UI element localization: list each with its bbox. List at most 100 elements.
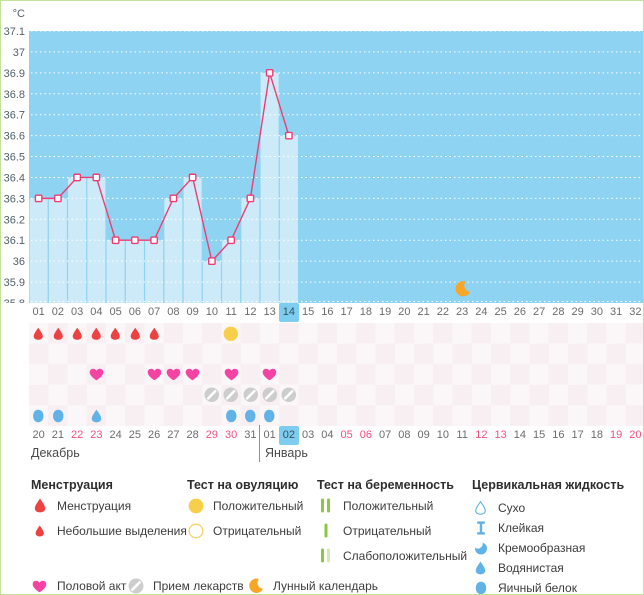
legend-label: Клейкая: [498, 521, 545, 535]
cycle-day-06[interactable]: 06: [128, 306, 141, 318]
calendar-date-01[interactable]: 01: [263, 429, 276, 441]
calendar-date-07[interactable]: 07: [379, 429, 392, 441]
calendar-date-14[interactable]: 14: [513, 429, 526, 441]
calendar-date-23[interactable]: 23: [90, 429, 103, 441]
legend-item: Небольшие выделения: [31, 518, 187, 543]
cycle-day-14-current[interactable]: 14: [279, 303, 299, 322]
circle-yellow-outline-icon: [187, 523, 204, 539]
legend-section-ovulation-test: Тест на овуляцию Положительный Отрицатель…: [187, 478, 303, 543]
calendar-date-27[interactable]: 27: [167, 429, 180, 441]
cycle-day-19[interactable]: 19: [379, 306, 392, 318]
cycle-day-20[interactable]: 20: [398, 306, 411, 318]
legend-label: Сухо: [498, 501, 526, 515]
calendar-date-15[interactable]: 15: [533, 429, 546, 441]
calendar-date-04[interactable]: 04: [321, 429, 334, 441]
calendar-date-29[interactable]: 29: [205, 429, 218, 441]
calendar-date-22[interactable]: 22: [71, 429, 84, 441]
calendar-date-03[interactable]: 03: [302, 429, 315, 441]
lunar-calendar-moon-icon: [455, 281, 471, 297]
cycle-day-31[interactable]: 31: [610, 306, 623, 318]
cycle-day-27[interactable]: 27: [533, 306, 546, 318]
cycle-day-13[interactable]: 13: [263, 306, 276, 318]
svg-text:35.8: 35.8: [4, 298, 25, 303]
calendar-date-08[interactable]: 08: [398, 429, 411, 441]
cycle-day-18[interactable]: 18: [359, 306, 372, 318]
cycle-day-09[interactable]: 09: [186, 306, 199, 318]
menstruation-drop-icon: [130, 327, 141, 341]
calendar-date-09[interactable]: 09: [417, 429, 430, 441]
cycle-day-16[interactable]: 16: [321, 306, 334, 318]
cycle-day-30[interactable]: 30: [590, 306, 603, 318]
calendar-date-11[interactable]: 11: [456, 429, 468, 441]
intercourse-heart-icon: [224, 368, 239, 381]
legend-item-intercourse: Половой акт: [31, 578, 126, 594]
medication-pill-icon: [262, 387, 278, 403]
circle-yellow-icon: [187, 498, 204, 514]
cycle-day-21[interactable]: 21: [417, 306, 430, 318]
calendar-date-02-current[interactable]: 02: [279, 426, 299, 445]
calendar-date-30[interactable]: 30: [225, 429, 238, 441]
cycle-day-23[interactable]: 23: [456, 306, 469, 318]
cycle-day-12[interactable]: 12: [244, 306, 257, 318]
calendar-date-13[interactable]: 13: [494, 429, 507, 441]
calendar-date-17[interactable]: 17: [571, 429, 584, 441]
cf-sticky-icon: [472, 521, 489, 535]
cycle-day-03[interactable]: 03: [71, 306, 84, 318]
intercourse-heart-icon: [185, 368, 200, 381]
cycle-day-04[interactable]: 04: [90, 306, 103, 318]
legend-item: Сухо: [472, 498, 624, 518]
legend-label: Отрицательный: [213, 523, 302, 538]
legend-label: Небольшие выделения: [57, 523, 187, 538]
calendar-date-20[interactable]: 20: [629, 429, 642, 441]
cycle-day-28[interactable]: 28: [552, 306, 565, 318]
cycle-day-05[interactable]: 05: [109, 306, 122, 318]
cervical-fluid-egg-white-icon: [52, 409, 65, 423]
test-weak-bars-icon: [317, 548, 334, 563]
svg-text:35.9: 35.9: [4, 277, 25, 289]
svg-text:36.9: 36.9: [4, 68, 25, 80]
calendar-date-10[interactable]: 10: [436, 429, 449, 441]
calendar-date-06[interactable]: 06: [359, 429, 372, 441]
calendar-date-28[interactable]: 28: [186, 429, 199, 441]
cycle-day-10[interactable]: 10: [205, 306, 218, 318]
calendar-date-19[interactable]: 19: [610, 429, 623, 441]
svg-text:36.6: 36.6: [4, 131, 25, 143]
cycle-day-08[interactable]: 08: [167, 306, 180, 318]
cycle-day-32[interactable]: 32: [629, 306, 642, 318]
cycle-day-15[interactable]: 15: [302, 306, 315, 318]
calendar-date-31[interactable]: 31: [244, 429, 257, 441]
calendar-date-20[interactable]: 20: [32, 429, 45, 441]
cycle-day-02[interactable]: 02: [51, 306, 64, 318]
calendar-date-25[interactable]: 25: [128, 429, 141, 441]
calendar-date-16[interactable]: 16: [552, 429, 565, 441]
cycle-day-26[interactable]: 26: [513, 306, 526, 318]
drop-red-sm-icon: [31, 525, 48, 537]
cycle-day-11[interactable]: 11: [225, 306, 237, 318]
legend-label: Менструация: [57, 498, 132, 513]
cycle-day-07[interactable]: 07: [148, 306, 161, 318]
cycle-day-25[interactable]: 25: [494, 306, 507, 318]
calendar-date-12[interactable]: 12: [475, 429, 488, 441]
menstruation-drop-icon: [33, 327, 44, 341]
legend-label: Водянистая: [498, 561, 564, 575]
cf-creamy-icon: [472, 541, 489, 555]
svg-text:36.1: 36.1: [4, 235, 25, 247]
cycle-day-17[interactable]: 17: [340, 306, 353, 318]
legend-item: Положительный: [187, 493, 303, 518]
legend-label: Половой акт: [57, 579, 127, 593]
y-axis-labels: 37.1 37 36.9 36.8 36.7 36.6 36.5 36.4 36.3 36.2 36…: [4, 26, 25, 303]
medication-pill-icon: [281, 387, 297, 403]
heart-icon: [31, 580, 48, 593]
month-divider: [259, 425, 260, 462]
menstruation-drop-icon: [72, 327, 83, 341]
cycle-day-24[interactable]: 24: [475, 306, 488, 318]
calendar-date-24[interactable]: 24: [109, 429, 122, 441]
calendar-date-21[interactable]: 21: [51, 429, 64, 441]
calendar-date-05[interactable]: 05: [340, 429, 353, 441]
calendar-date-18[interactable]: 18: [590, 429, 603, 441]
cf-eggwhite-icon: [472, 581, 489, 594]
cycle-day-29[interactable]: 29: [571, 306, 584, 318]
cycle-day-01[interactable]: 01: [32, 306, 45, 318]
cycle-day-22[interactable]: 22: [436, 306, 449, 318]
calendar-date-26[interactable]: 26: [148, 429, 161, 441]
